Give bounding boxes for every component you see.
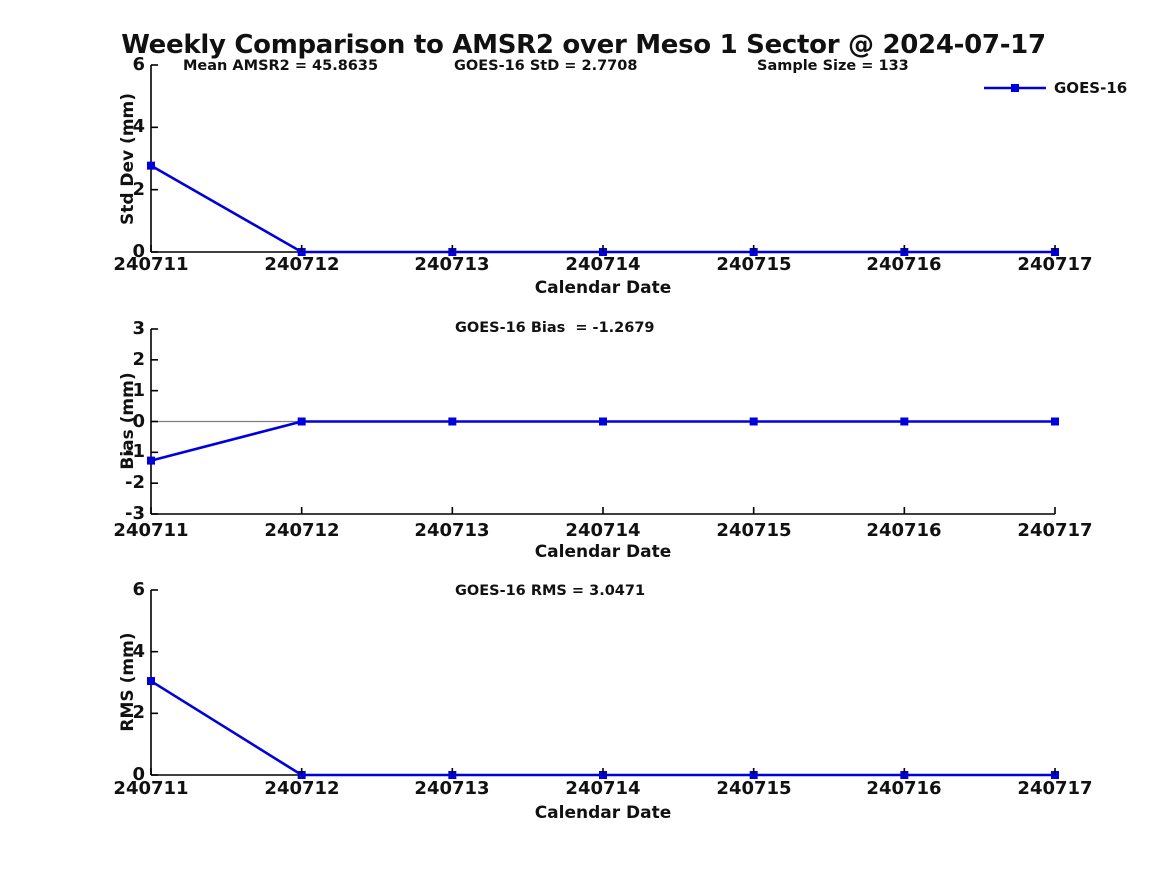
annotation-goes16-bias: GOES-16 Bias = -1.2679	[455, 320, 655, 336]
data-point-marker	[147, 456, 155, 465]
x-tick-label: 240714	[565, 254, 641, 275]
x-tick-label: 240712	[264, 520, 340, 541]
data-point-marker	[147, 161, 155, 170]
x-tick-label: 240713	[414, 778, 490, 799]
x-tick-label: 240712	[264, 254, 340, 275]
x-tick-label: 240712	[264, 778, 340, 799]
x-tick-label: 240717	[1017, 254, 1093, 275]
x-tick-label: 240716	[866, 778, 942, 799]
x-tick-label: 240714	[565, 520, 641, 541]
x-tick-label: 240717	[1017, 778, 1093, 799]
y-tick-label: 0	[132, 764, 145, 785]
annotation-mean-amsr2: Mean AMSR2 = 45.8635	[183, 58, 379, 74]
y-tick-label: 4	[132, 641, 145, 662]
x-tick-label: 240715	[716, 778, 792, 799]
legend-square-marker-icon	[1011, 84, 1019, 92]
data-point-marker	[900, 417, 909, 426]
series-line-goes-16	[150, 679, 1055, 777]
x-tick-label: 240716	[866, 254, 942, 275]
y-tick-label: -1	[125, 441, 145, 462]
x-tick-label: 240713	[414, 254, 490, 275]
x-tick-label: 240711	[113, 778, 189, 799]
y-tick-label: -2	[125, 472, 145, 493]
x-tick-label: 240717	[1017, 520, 1093, 541]
data-point-marker	[749, 417, 758, 426]
data-point-marker	[599, 417, 607, 426]
x-axis-label-calendar-date-rms: Calendar Date	[534, 803, 672, 823]
legend-label: GOES-16	[1054, 79, 1128, 97]
y-tick-label: 4	[132, 116, 145, 137]
x-tick-label: 240715	[716, 254, 792, 275]
x-tick-label: 240715	[716, 520, 792, 541]
y-axis-label-stddev: Std Dev (mm)	[118, 92, 138, 226]
annotation-goes16-rms: GOES-16 RMS = 3.0471	[455, 583, 646, 599]
x-tick-label: 240714	[565, 778, 641, 799]
y-tick-label: -3	[125, 503, 145, 524]
annotation-goes16-std: GOES-16 StD = 2.7708	[454, 58, 638, 74]
chart-title: Weekly Comparison to AMSR2 over Meso 1 S…	[121, 30, 1046, 60]
x-tick-label: 240711	[113, 520, 189, 541]
y-tick-label: 2	[132, 179, 145, 200]
y-tick-label: 0	[132, 411, 145, 432]
data-point-marker	[297, 417, 306, 426]
annotation-sample-size: Sample Size = 133	[757, 58, 909, 74]
y-axis-label-rms: RMS (mm)	[118, 632, 138, 732]
legend: GOES-16	[983, 79, 1127, 97]
series-line-goes-16	[150, 420, 1055, 462]
series-line-goes-16	[150, 164, 1055, 254]
y-tick-label: 2	[132, 702, 145, 723]
x-tick-label: 240711	[113, 254, 189, 275]
data-point-marker	[1051, 417, 1059, 426]
y-tick-label: 2	[132, 349, 145, 370]
y-tick-label: 6	[132, 54, 145, 75]
y-tick-label: 6	[132, 579, 145, 600]
data-point-marker	[448, 417, 457, 426]
y-tick-label: 3	[132, 318, 145, 339]
x-axis-label-calendar-date-stddev: Calendar Date	[534, 278, 672, 298]
data-point-marker	[147, 677, 155, 686]
x-axis-label-calendar-date-bias: Calendar Date	[534, 542, 672, 562]
x-tick-label: 240716	[866, 520, 942, 541]
x-tick-label: 240713	[414, 520, 490, 541]
y-tick-label: 1	[132, 380, 145, 401]
y-tick-label: 0	[132, 241, 145, 262]
legend-line-sample	[984, 84, 1046, 92]
